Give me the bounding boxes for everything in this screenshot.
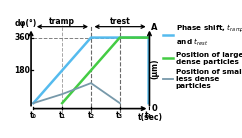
Text: A: A: [151, 23, 158, 32]
Text: 180: 180: [14, 66, 30, 75]
Text: t(sec): t(sec): [137, 113, 163, 122]
Text: t₂: t₂: [87, 111, 94, 120]
Text: t₀: t₀: [30, 111, 37, 120]
Text: (μm): (μm): [150, 58, 159, 79]
Text: trest: trest: [109, 17, 130, 26]
Text: t₃: t₃: [116, 111, 123, 120]
Text: t₁: t₁: [59, 111, 66, 120]
Text: 0: 0: [151, 104, 157, 113]
Text: t₄: t₄: [145, 111, 152, 120]
Text: 360: 360: [14, 33, 30, 42]
Legend: Phase shift, $t_{ramp}$
and $t_{rest}$, Position of large/
dense particles, Posi: Phase shift, $t_{ramp}$ and $t_{rest}$, …: [160, 20, 242, 92]
Text: tramp: tramp: [49, 17, 75, 26]
Text: dφ(°): dφ(°): [14, 19, 36, 28]
